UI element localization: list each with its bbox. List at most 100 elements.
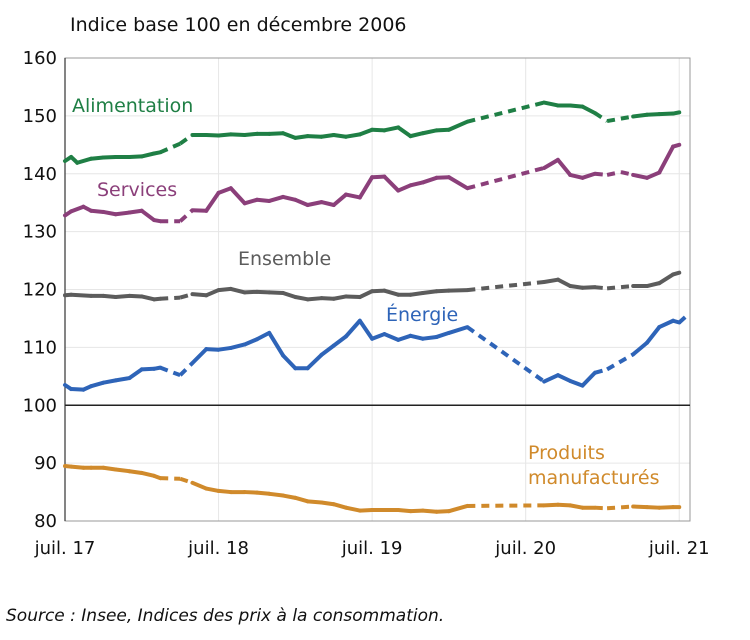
series-segment bbox=[370, 127, 387, 133]
series-segment bbox=[293, 495, 310, 504]
series-segment bbox=[69, 204, 86, 214]
chart-subtitle: Indice base 100 en décembre 2006 bbox=[70, 14, 407, 36]
series-segment bbox=[555, 277, 573, 289]
series-segment bbox=[568, 378, 585, 388]
series-segment-dashed bbox=[160, 295, 181, 301]
series-segment-dashed bbox=[594, 285, 608, 291]
series-segment bbox=[204, 132, 221, 138]
y-tick-label: 90 bbox=[34, 453, 57, 474]
series-segment-dashed bbox=[594, 505, 608, 511]
series-segment bbox=[344, 318, 362, 339]
series-segment bbox=[139, 151, 157, 159]
series-segment bbox=[281, 290, 298, 300]
series-segment bbox=[101, 293, 118, 300]
series-segment bbox=[370, 174, 387, 180]
series-segment bbox=[446, 119, 470, 132]
series-segment bbox=[228, 342, 247, 350]
x-tick-label: juil. 21 bbox=[648, 538, 710, 559]
series-segment bbox=[542, 157, 560, 170]
series-segment bbox=[152, 365, 163, 371]
series-segment bbox=[113, 467, 132, 474]
series-segment bbox=[657, 144, 676, 175]
series-segment bbox=[357, 318, 375, 341]
series-label: Produits bbox=[528, 442, 605, 464]
y-tick-label: 100 bbox=[23, 395, 57, 416]
series-segment bbox=[408, 180, 425, 188]
series-segment bbox=[396, 125, 413, 139]
series-segment bbox=[344, 192, 362, 200]
series-segment bbox=[420, 508, 439, 514]
series-segment bbox=[319, 343, 336, 357]
y-tick-label: 130 bbox=[23, 222, 57, 243]
series-segment-dashed bbox=[160, 476, 181, 481]
series-segment bbox=[645, 281, 662, 289]
series-segment bbox=[204, 486, 221, 493]
y-tick-label: 150 bbox=[23, 106, 57, 127]
series-segment-dashed bbox=[606, 170, 622, 177]
series-segment bbox=[645, 505, 662, 510]
series-segment bbox=[357, 127, 375, 137]
series-segment bbox=[267, 131, 286, 136]
series-segment bbox=[152, 150, 163, 156]
series-layer bbox=[63, 100, 689, 514]
series-segment bbox=[331, 294, 349, 301]
y-tick-label: 120 bbox=[23, 280, 57, 301]
source-note: Source : Insee, Indices des prix à la co… bbox=[6, 606, 445, 626]
series-segment bbox=[331, 192, 349, 208]
series-segment-dashed bbox=[606, 352, 635, 372]
series-segment-dashed bbox=[466, 166, 545, 191]
line-chart: 80 90 100 110 120 130 140 150 160 juil. 17 juil. 1… bbox=[23, 48, 710, 559]
series-segment bbox=[127, 469, 144, 475]
series-segment bbox=[671, 270, 682, 277]
series-segment-dashed bbox=[606, 284, 634, 291]
y-tick-label: 140 bbox=[23, 164, 57, 185]
series-segment bbox=[580, 104, 597, 115]
series-segment bbox=[242, 337, 259, 347]
series-segment bbox=[344, 505, 362, 513]
series-segment bbox=[127, 367, 144, 381]
series-segment bbox=[542, 277, 560, 284]
series-segment bbox=[101, 209, 118, 217]
series-segment bbox=[568, 103, 585, 109]
series-segment bbox=[382, 125, 401, 133]
series-segment bbox=[139, 366, 157, 372]
x-tick-label: juil. 20 bbox=[494, 538, 556, 559]
x-tick-label: juil. 17 bbox=[34, 538, 96, 559]
x-tick-label: juil. 19 bbox=[341, 538, 403, 559]
series-segment bbox=[671, 142, 682, 149]
series-segment bbox=[281, 353, 298, 371]
series-segment bbox=[293, 197, 310, 208]
series-segment-dashed bbox=[466, 100, 545, 124]
series-segment bbox=[580, 370, 597, 388]
series-segment bbox=[671, 318, 682, 325]
series-segment bbox=[382, 174, 401, 193]
series-segment bbox=[370, 332, 387, 341]
series-segment bbox=[657, 505, 676, 510]
series-segment bbox=[293, 295, 310, 302]
series-segment bbox=[204, 190, 221, 213]
series-label-layer: Alimentation Services Ensemble Énergie Produ… bbox=[72, 95, 660, 489]
series-segment bbox=[319, 132, 336, 139]
series-label: Ensemble bbox=[238, 248, 331, 270]
series-segment bbox=[127, 154, 144, 159]
series-segment bbox=[657, 111, 676, 117]
series-segment bbox=[631, 504, 650, 510]
series-segment bbox=[331, 502, 349, 510]
series-segment-dashed bbox=[594, 171, 608, 177]
series-segment bbox=[408, 131, 425, 139]
series-segment-dashed bbox=[178, 361, 194, 377]
series-segment bbox=[113, 293, 132, 300]
series-segment-dashed bbox=[593, 111, 609, 123]
series-segment-dashed bbox=[179, 292, 194, 300]
series-segment bbox=[420, 175, 439, 185]
y-tick-label: 110 bbox=[23, 337, 57, 358]
series-segment bbox=[139, 470, 157, 478]
series-segment-dashed bbox=[178, 208, 194, 223]
series-segment bbox=[242, 197, 259, 206]
series-segment bbox=[671, 110, 682, 116]
series-segment bbox=[267, 194, 286, 203]
series-segment bbox=[408, 290, 425, 297]
series-segment-dashed bbox=[466, 325, 546, 384]
series-segment-dashed bbox=[159, 141, 181, 155]
series-segment bbox=[434, 509, 451, 514]
